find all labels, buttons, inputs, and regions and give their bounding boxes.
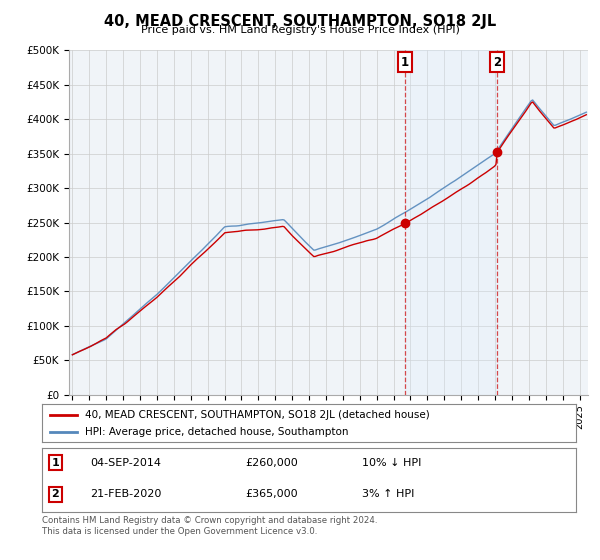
Text: 10% ↓ HPI: 10% ↓ HPI [362,458,422,468]
Text: Price paid vs. HM Land Registry's House Price Index (HPI): Price paid vs. HM Land Registry's House … [140,25,460,35]
Text: 2: 2 [52,489,59,500]
Text: 3% ↑ HPI: 3% ↑ HPI [362,489,415,500]
Text: 1: 1 [401,55,409,68]
Text: £260,000: £260,000 [245,458,298,468]
Bar [405,50,497,395]
Text: 40, MEAD CRESCENT, SOUTHAMPTON, SO18 2JL: 40, MEAD CRESCENT, SOUTHAMPTON, SO18 2JL [104,14,496,29]
Text: 2: 2 [493,55,501,68]
Text: 40, MEAD CRESCENT, SOUTHAMPTON, SO18 2JL (detached house): 40, MEAD CRESCENT, SOUTHAMPTON, SO18 2JL… [85,409,430,419]
Text: £365,000: £365,000 [245,489,298,500]
Text: Contains HM Land Registry data © Crown copyright and database right 2024.
This d: Contains HM Land Registry data © Crown c… [42,516,377,536]
Text: 04-SEP-2014: 04-SEP-2014 [90,458,161,468]
Text: 21-FEB-2020: 21-FEB-2020 [90,489,161,500]
Text: 1: 1 [52,458,59,468]
Text: HPI: Average price, detached house, Southampton: HPI: Average price, detached house, Sout… [85,427,348,437]
